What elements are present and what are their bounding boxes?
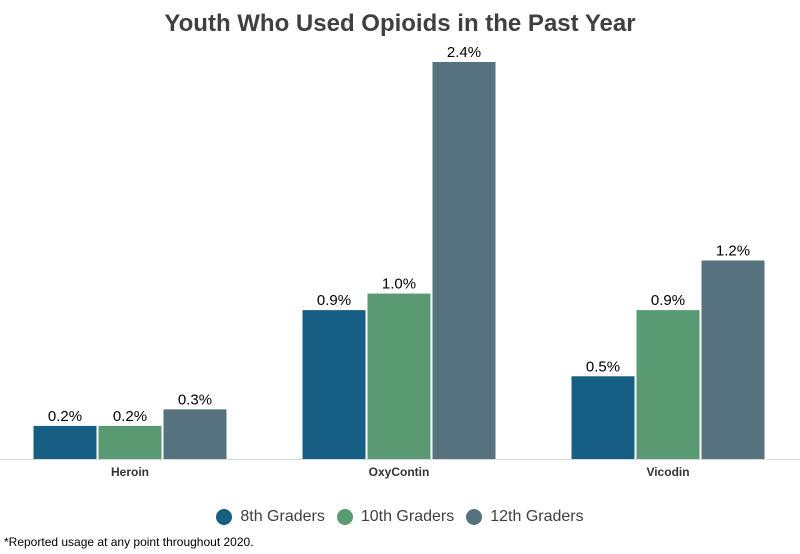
data-label-heroin-12th-graders: 0.3% bbox=[178, 391, 212, 408]
data-label-heroin-10th-graders: 0.2% bbox=[113, 408, 147, 425]
legend-label-10th-graders: 10th Graders bbox=[360, 508, 455, 525]
legend-label-12th-graders: 12th Graders bbox=[490, 508, 584, 525]
bar-oxycontin-12th-graders[interactable] bbox=[432, 62, 496, 459]
bar-heroin-12th-graders[interactable] bbox=[163, 409, 227, 459]
bars-group bbox=[33, 62, 765, 460]
bar-vicodin-12th-graders[interactable] bbox=[701, 260, 765, 460]
data-label-oxycontin-8th-graders: 0.9% bbox=[317, 292, 351, 309]
legend-marker-10th-graders bbox=[336, 509, 353, 525]
legend: 8th Graders 10th Graders 12th Graders bbox=[0, 508, 800, 526]
chart-title: Youth Who Used Opioids in the Past Year bbox=[164, 10, 636, 37]
bar-vicodin-10th-graders[interactable] bbox=[636, 310, 700, 459]
data-label-vicodin-8th-graders: 0.5% bbox=[586, 358, 620, 375]
x-tick-label-vicodin: Vicodin bbox=[646, 465, 689, 479]
data-label-oxycontin-10th-graders: 1.0% bbox=[382, 276, 416, 293]
x-tick-label-oxycontin: OxyContin bbox=[369, 465, 430, 479]
legend-item-8th-graders[interactable]: 8th Graders bbox=[216, 508, 325, 526]
chart-plot: 0.2% 0.2% 0.3% Heroin 0.9% 1.0% 2.4% OxyContin 0… bbox=[0, 44, 800, 479]
labels-group: 0.2% 0.2% 0.3% Heroin 0.9% 1.0% 2.4% OxyContin 0… bbox=[48, 44, 750, 479]
legend-item-12th-graders[interactable]: 12th Graders bbox=[466, 508, 584, 526]
legend-label-8th-graders: 8th Graders bbox=[240, 508, 325, 525]
bar-oxycontin-8th-graders[interactable] bbox=[302, 310, 366, 459]
footnote: *Reported usage at any point throughout … bbox=[4, 535, 254, 549]
bar-vicodin-8th-graders[interactable] bbox=[571, 376, 635, 459]
bar-heroin-10th-graders[interactable] bbox=[98, 425, 162, 459]
bar-oxycontin-10th-graders[interactable] bbox=[367, 293, 431, 459]
data-label-oxycontin-12th-graders: 2.4% bbox=[447, 44, 481, 61]
legend-item-10th-graders[interactable]: 10th Graders bbox=[336, 508, 455, 526]
data-label-vicodin-12th-graders: 1.2% bbox=[716, 243, 750, 260]
data-label-vicodin-10th-graders: 0.9% bbox=[651, 292, 685, 309]
bar-heroin-8th-graders[interactable] bbox=[33, 425, 97, 459]
x-tick-label-heroin: Heroin bbox=[111, 465, 149, 479]
legend-marker-12th-graders bbox=[466, 509, 483, 525]
legend-marker-8th-graders bbox=[216, 509, 233, 525]
data-label-heroin-8th-graders: 0.2% bbox=[48, 408, 82, 425]
